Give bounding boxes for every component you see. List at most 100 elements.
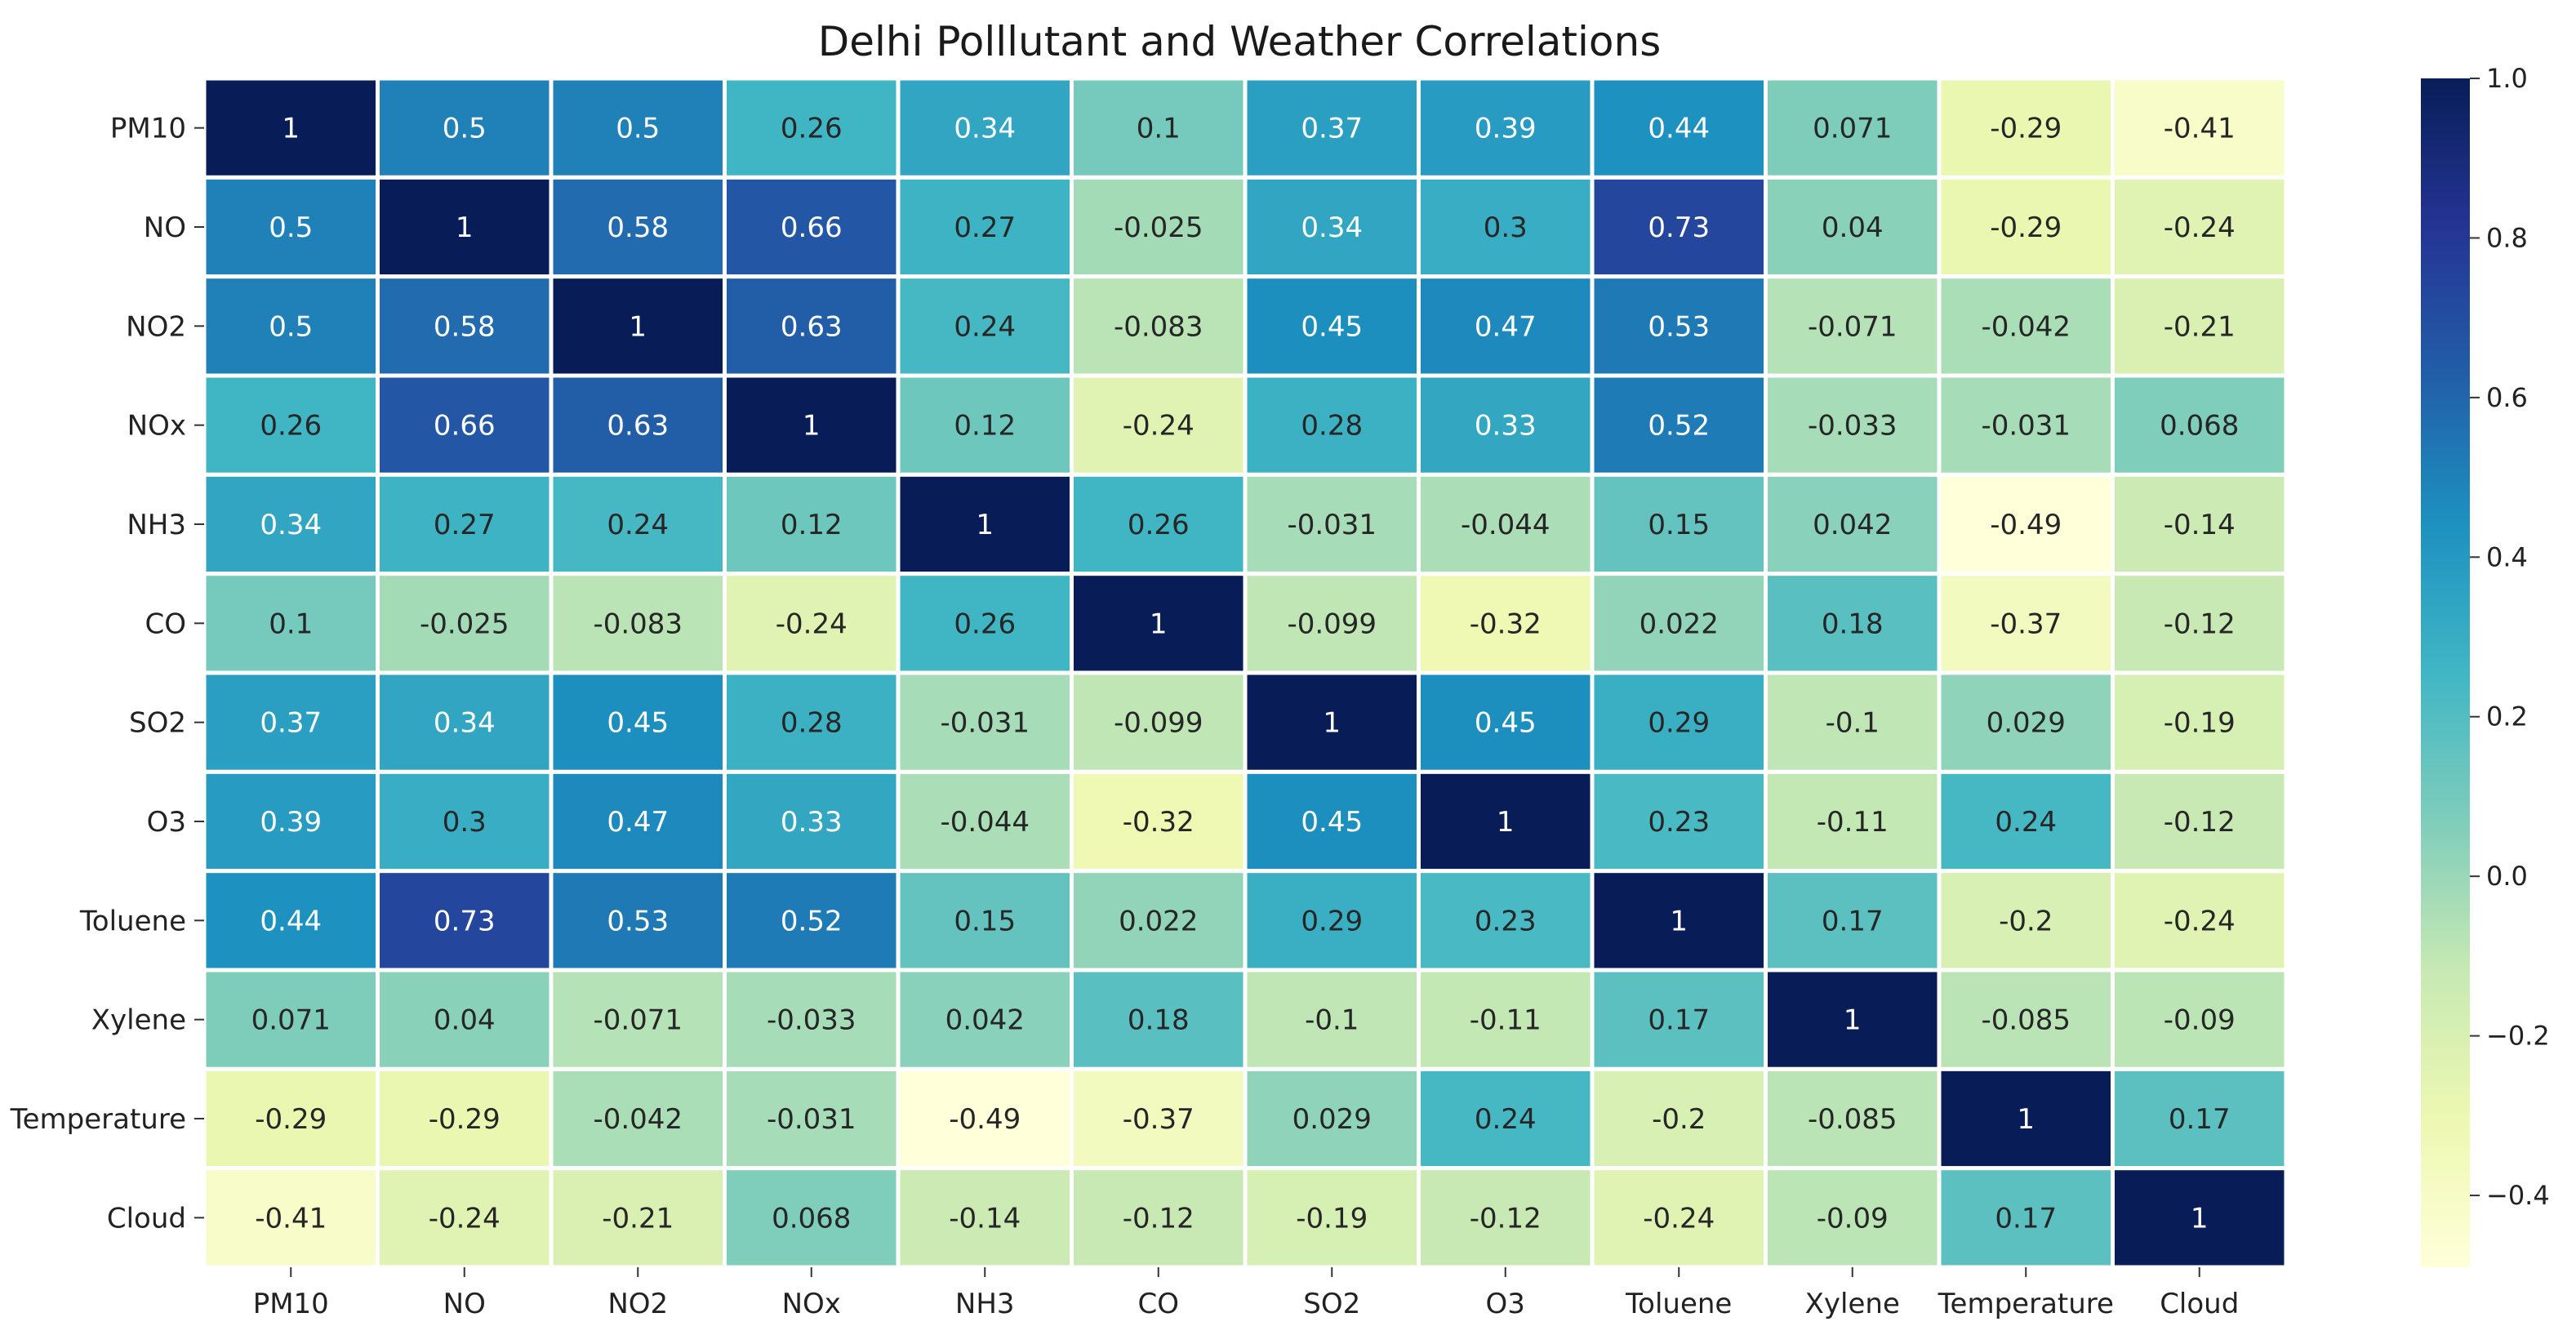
cell-value-toluene-xylene: 0.17 <box>1822 905 1884 937</box>
cell-value-nox-co: -0.24 <box>1123 410 1195 443</box>
cell-value-pm10-no2: 0.5 <box>616 113 660 145</box>
cell-so2-cloud <box>2111 670 2289 774</box>
cell-value-nox-pm10: 0.26 <box>260 410 322 443</box>
col-label-nox: NOx <box>782 1288 841 1320</box>
cell-value-so2-toluene: 0.29 <box>1648 707 1710 740</box>
cell-value-pm10-nox: 0.26 <box>781 113 843 145</box>
cell-co-o3 <box>1417 572 1595 675</box>
cell-value-o3-pm10: 0.39 <box>260 806 322 839</box>
cell-value-nh3-no2: 0.24 <box>607 509 669 541</box>
cell-so2-pm10 <box>202 670 380 774</box>
cell-no-cloud <box>2111 175 2289 279</box>
cell-toluene-so2 <box>1243 869 1421 972</box>
cell-co-cloud <box>2111 572 2289 675</box>
cell-no-o3 <box>1417 175 1595 279</box>
cell-value-cloud-co: -0.12 <box>1123 1202 1195 1235</box>
cell-co-toluene <box>1590 572 1768 675</box>
cell-no-xylene <box>1764 175 1942 279</box>
cell-o3-no2 <box>549 769 727 874</box>
cell-value-temperature-no2: -0.042 <box>593 1103 683 1136</box>
cell-toluene-no2 <box>549 869 727 972</box>
cell-cloud-temperature <box>1937 1166 2115 1270</box>
cell-value-nox-no2: 0.63 <box>607 410 669 443</box>
cell-value-temperature-so2: 0.029 <box>1292 1103 1372 1136</box>
cell-toluene-no <box>376 869 554 972</box>
cell-value-no-co: -0.025 <box>1114 211 1203 244</box>
cell-value-co-toluene: 0.022 <box>1639 607 1719 640</box>
cell-so2-xylene <box>1764 670 1942 774</box>
colorbar-tick-label-7: −0.4 <box>2486 1180 2550 1211</box>
cell-value-temperature-no: -0.29 <box>429 1103 501 1136</box>
cell-value-o3-temperature: 0.24 <box>1995 806 2057 839</box>
cell-temperature-so2 <box>1243 1066 1421 1171</box>
cell-value-no-xylene: 0.04 <box>1822 211 1884 244</box>
cell-o3-nh3 <box>896 769 1074 874</box>
cell-value-no-pm10: 0.5 <box>269 211 313 244</box>
colorbar-tick-label-1: 0.8 <box>2486 222 2528 253</box>
row-label-pm10: PM10 <box>110 113 186 145</box>
col-label-no: NO <box>443 1288 486 1320</box>
cell-value-co-temperature: -0.37 <box>1990 607 2062 640</box>
cell-value-pm10-o3: 0.39 <box>1475 113 1537 145</box>
cell-toluene-toluene <box>1590 869 1768 972</box>
cell-o3-pm10 <box>202 769 380 874</box>
cell-value-toluene-pm10: 0.44 <box>260 905 322 937</box>
cell-value-nh3-toluene: 0.15 <box>1648 509 1710 541</box>
cell-value-cloud-toluene: -0.24 <box>1643 1202 1715 1235</box>
cell-value-o3-no: 0.3 <box>443 806 487 839</box>
cell-o3-temperature <box>1937 769 2115 874</box>
cell-toluene-co <box>1070 869 1248 972</box>
cell-value-xylene-toluene: 0.17 <box>1648 1004 1710 1037</box>
cell-nh3-o3 <box>1417 472 1595 576</box>
col-label-o3: O3 <box>1486 1288 1525 1320</box>
cell-value-nox-cloud: 0.068 <box>2160 410 2239 443</box>
column-tick-labels: PM10 NO NO2 NOx NH3 CO SO2 O3 Toluene Xylene Tempe… <box>253 1267 2239 1320</box>
cell-value-pm10-toluene: 0.44 <box>1648 113 1710 145</box>
cell-value-cloud-o3: -0.12 <box>1470 1202 1542 1235</box>
cell-nh3-temperature <box>1937 472 2115 576</box>
cell-temperature-cloud <box>2111 1066 2289 1171</box>
cell-nox-co <box>1070 373 1248 477</box>
cell-value-cloud-temperature: 0.17 <box>1995 1202 2057 1235</box>
cell-value-xylene-pm10: 0.071 <box>251 1004 331 1037</box>
cell-value-no2-temperature: -0.042 <box>1981 310 2071 343</box>
cell-co-so2 <box>1243 572 1421 675</box>
col-label-xylene: Xylene <box>1805 1288 1900 1320</box>
cell-temperature-toluene <box>1590 1066 1768 1171</box>
cell-temperature-pm10 <box>202 1066 380 1171</box>
cell-value-toluene-nh3: 0.15 <box>954 905 1016 937</box>
cell-value-no2-nox: 0.63 <box>781 310 843 343</box>
colorbar-gradient <box>2421 78 2470 1267</box>
cell-value-cloud-cloud: 1 <box>2191 1202 2209 1235</box>
cell-temperature-temperature <box>1937 1066 2115 1171</box>
row-label-cloud: Cloud <box>107 1202 186 1235</box>
cell-so2-no <box>376 670 554 774</box>
colorbar: 1.0 0.8 0.6 0.4 0.2 0.0 −0.2 −0.4 <box>2421 63 2550 1267</box>
cell-temperature-no2 <box>549 1066 727 1171</box>
cell-value-toluene-nox: 0.52 <box>781 905 843 937</box>
cell-value-xylene-xylene: 1 <box>1844 1004 1862 1037</box>
cell-value-so2-cloud: -0.19 <box>2164 707 2236 740</box>
cell-value-pm10-so2: 0.37 <box>1301 113 1363 145</box>
cell-nox-xylene <box>1764 373 1942 477</box>
cell-toluene-o3 <box>1417 869 1595 972</box>
cell-value-o3-xylene: -0.11 <box>1817 806 1889 839</box>
cell-value-temperature-co: -0.37 <box>1123 1103 1195 1136</box>
cell-value-xylene-no2: -0.071 <box>593 1004 683 1037</box>
row-label-toluene: Toluene <box>79 905 186 937</box>
col-label-temperature: Temperature <box>1938 1288 2114 1320</box>
cell-value-no-o3: 0.3 <box>1484 211 1528 244</box>
cell-so2-so2 <box>1243 670 1421 774</box>
cell-o3-so2 <box>1243 769 1421 874</box>
col-label-cloud: Cloud <box>2160 1288 2239 1320</box>
cell-value-co-no: -0.025 <box>420 607 509 640</box>
cell-value-pm10-temperature: -0.29 <box>1990 113 2062 145</box>
cell-nox-pm10 <box>202 373 380 477</box>
cell-value-so2-xylene: -0.1 <box>1826 707 1880 740</box>
colorbar-tick-label-6: −0.2 <box>2486 1021 2550 1052</box>
cell-value-so2-co: -0.099 <box>1114 707 1203 740</box>
cell-value-nh3-no: 0.27 <box>434 509 496 541</box>
cell-value-no-no2: 0.58 <box>607 211 669 244</box>
cell-toluene-cloud <box>2111 869 2289 972</box>
cell-value-xylene-so2: -0.1 <box>1305 1004 1359 1037</box>
